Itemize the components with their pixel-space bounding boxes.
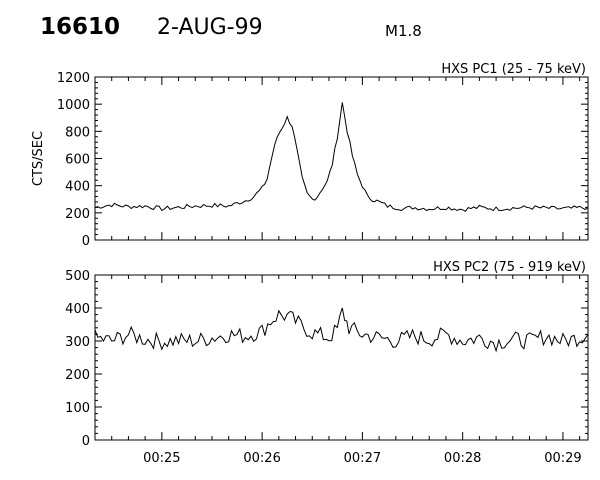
y-tick-label: 600 (65, 153, 90, 168)
panel-title: HXS PC1 (25 - 75 keV) (441, 62, 586, 77)
y-tick-label: 1000 (57, 98, 90, 113)
y-tick-label: 1200 (57, 71, 90, 86)
y-tick-label: 500 (65, 269, 90, 284)
y-tick-label: 300 (65, 335, 90, 350)
panel-2: 0 100 200 300 400 500 00:25 00:26 00:27 00:28 00:2… (65, 260, 589, 466)
x-tick-label: 00:26 (243, 451, 280, 466)
series-line-1 (94, 102, 589, 212)
y-tick-label: 200 (65, 207, 90, 222)
plot-frame (94, 76, 589, 241)
x-tick-label: 00:27 (344, 451, 381, 466)
x-tick-label: 00:29 (544, 451, 581, 466)
panel-title: HXS PC2 (75 - 919 keV) (433, 260, 586, 275)
plot-frame (94, 274, 589, 441)
event-date: 2-AUG-99 (157, 15, 263, 40)
x-tick-label: 00:25 (143, 451, 180, 466)
x-tick-label: 00:28 (444, 451, 481, 466)
flare-class: M1.8 (385, 22, 422, 40)
panel-1: 0 200 400 600 800 1000 1200 HXS PC1 (25 - 75 ke… (31, 62, 589, 249)
event-id: 16610 (40, 14, 121, 40)
series-line-1 (94, 307, 589, 353)
y-tick-label: 100 (65, 401, 90, 416)
y-tick-label: 400 (65, 180, 90, 195)
y-tick-label: 400 (65, 302, 90, 317)
y-tick-label: 0 (82, 234, 90, 249)
y-tick-label: 800 (65, 125, 90, 140)
y-tick-label: 200 (65, 368, 90, 383)
y-axis-label: CTS/SEC (31, 131, 46, 186)
y-tick-label: 0 (82, 434, 90, 449)
